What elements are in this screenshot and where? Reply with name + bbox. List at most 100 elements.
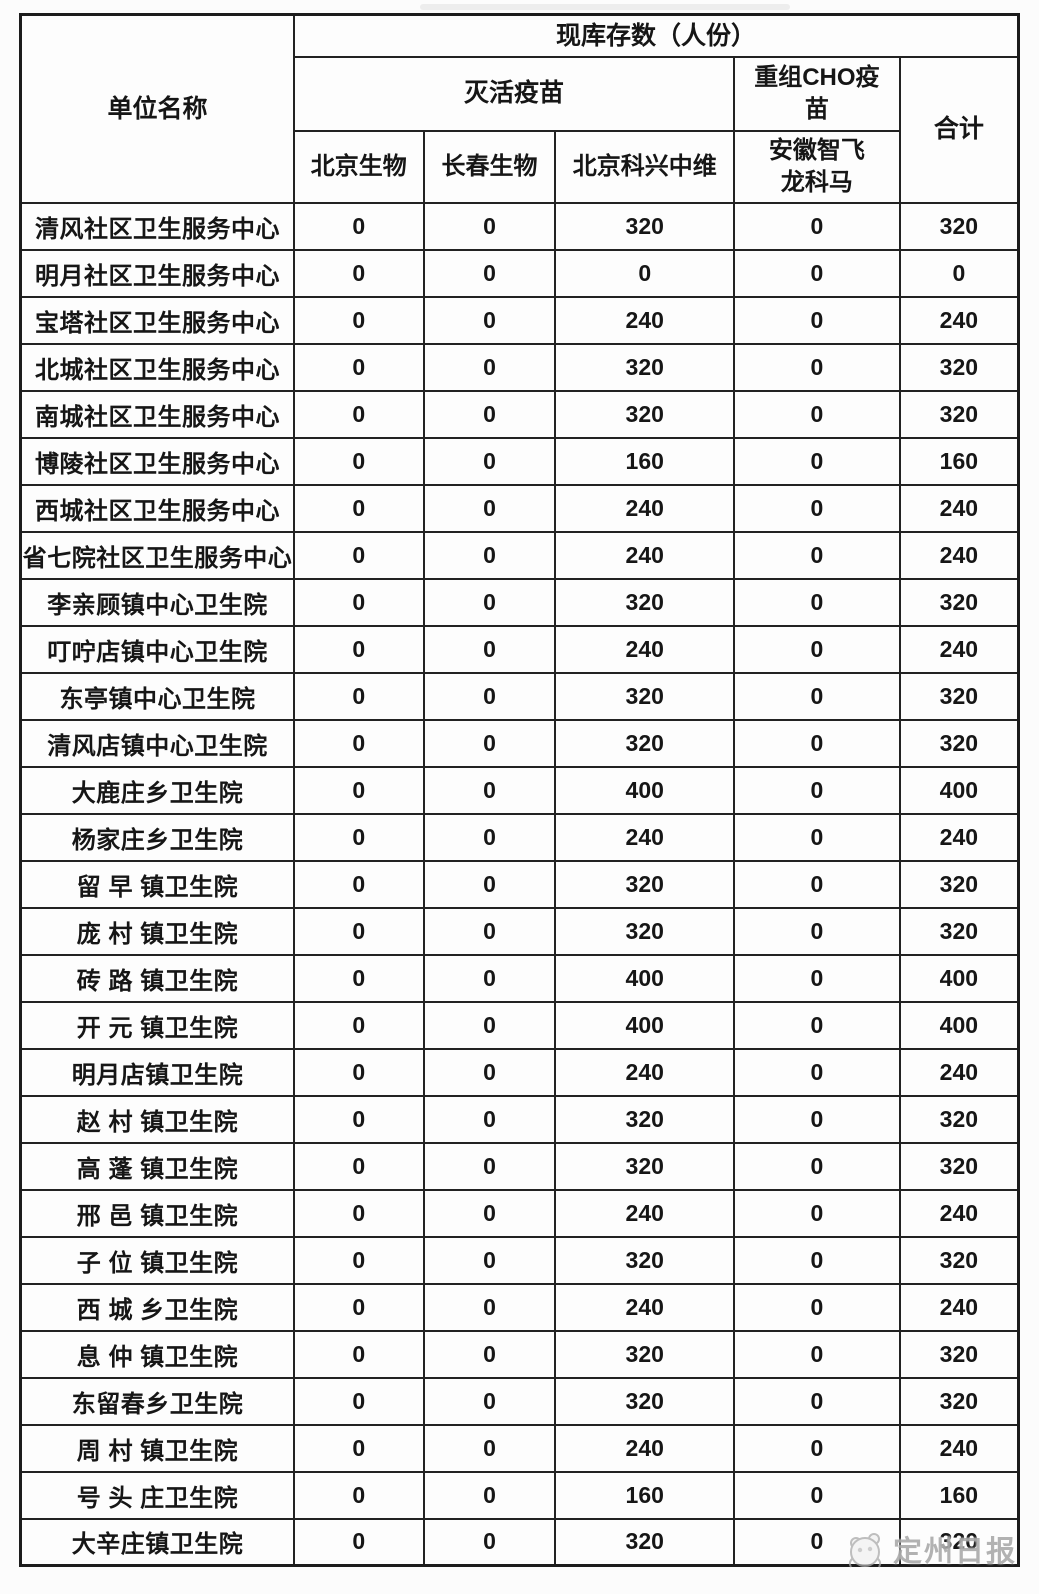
value-cell: 240 <box>554 530 736 580</box>
value-cell: 0 <box>292 342 425 392</box>
table-row: 李亲顾镇中心卫生院 0 0 320 0 320 <box>19 577 1020 627</box>
value-cell: 0 <box>733 1376 901 1426</box>
unit-name-cell: 子 位 镇卫生院 <box>19 1235 295 1285</box>
header-inactivated-vaccine: 灭活疫苗 <box>292 55 736 132</box>
value-cell: 320 <box>554 1517 736 1567</box>
table-row: 清风社区卫生服务中心 0 0 320 0 320 <box>19 201 1020 251</box>
value-cell: 240 <box>554 812 736 862</box>
unit-name-cell: 叮咛店镇中心卫生院 <box>19 624 295 674</box>
unit-name-cell: 东留春乡卫生院 <box>19 1376 295 1426</box>
value-cell: 0 <box>292 765 425 815</box>
table-row: 西城社区卫生服务中心 0 0 240 0 240 <box>19 483 1020 533</box>
value-cell: 0 <box>292 530 425 580</box>
value-cell: 0 <box>422 201 557 251</box>
value-cell: 0 <box>292 577 425 627</box>
value-cell: 320 <box>554 577 736 627</box>
value-cell: 400 <box>554 1000 736 1050</box>
value-cell: 0 <box>292 295 425 345</box>
value-cell: 400 <box>554 765 736 815</box>
value-cell: 240 <box>554 1188 736 1238</box>
value-cell: 0 <box>733 1517 901 1567</box>
value-cell: 240 <box>898 483 1020 533</box>
value-cell: 320 <box>898 718 1020 768</box>
value-cell: 320 <box>554 671 736 721</box>
value-cell: 0 <box>292 953 425 1003</box>
value-cell: 240 <box>898 1047 1020 1097</box>
unit-name-cell: 南城社区卫生服务中心 <box>19 389 295 439</box>
value-cell: 0 <box>422 295 557 345</box>
value-cell: 0 <box>422 906 557 956</box>
value-cell: 0 <box>422 1000 557 1050</box>
value-cell: 0 <box>733 530 901 580</box>
value-cell: 0 <box>422 1047 557 1097</box>
table-row: 清风店镇中心卫生院 0 0 320 0 320 <box>19 718 1020 768</box>
value-cell: 0 <box>733 342 901 392</box>
table-row: 留 早 镇卫生院 0 0 320 0 320 <box>19 859 1020 909</box>
value-cell: 320 <box>554 342 736 392</box>
value-cell: 0 <box>733 624 901 674</box>
value-cell: 160 <box>554 436 736 486</box>
value-cell: 0 <box>422 1094 557 1144</box>
unit-name-cell: 砖 路 镇卫生院 <box>19 953 295 1003</box>
value-cell: 0 <box>733 906 901 956</box>
value-cell: 0 <box>733 1047 901 1097</box>
unit-name-cell: 高 蓬 镇卫生院 <box>19 1141 295 1191</box>
unit-name-cell: 开 元 镇卫生院 <box>19 1000 295 1050</box>
unit-name-cell: 息 仲 镇卫生院 <box>19 1329 295 1379</box>
value-cell: 320 <box>554 1329 736 1379</box>
value-cell: 0 <box>422 483 557 533</box>
header-recombinant-cho-vaccine: 重组CHO疫 苗 <box>733 55 901 132</box>
value-cell: 0 <box>292 906 425 956</box>
value-cell: 240 <box>554 624 736 674</box>
unit-name-cell: 留 早 镇卫生院 <box>19 859 295 909</box>
value-cell: 0 <box>422 530 557 580</box>
header-unit-name: 单位名称 <box>19 13 295 204</box>
value-cell: 0 <box>422 577 557 627</box>
value-cell: 240 <box>554 1423 736 1473</box>
table-row: 开 元 镇卫生院 0 0 400 0 400 <box>19 1000 1020 1050</box>
value-cell: 240 <box>898 1423 1020 1473</box>
value-cell: 160 <box>554 1470 736 1520</box>
value-cell: 0 <box>422 718 557 768</box>
unit-name-cell: 博陵社区卫生服务中心 <box>19 436 295 486</box>
value-cell: 320 <box>898 342 1020 392</box>
value-cell: 320 <box>898 577 1020 627</box>
value-cell: 0 <box>292 1047 425 1097</box>
value-cell: 0 <box>422 1423 557 1473</box>
unit-name-cell: 赵 村 镇卫生院 <box>19 1094 295 1144</box>
table-row: 庞 村 镇卫生院 0 0 320 0 320 <box>19 906 1020 956</box>
table-row: 叮咛店镇中心卫生院 0 0 240 0 240 <box>19 624 1020 674</box>
table-row: 西 城 乡卫生院 0 0 240 0 240 <box>19 1282 1020 1332</box>
value-cell: 240 <box>898 1188 1020 1238</box>
value-cell: 0 <box>292 389 425 439</box>
table-row: 东留春乡卫生院 0 0 320 0 320 <box>19 1376 1020 1426</box>
value-cell: 240 <box>898 530 1020 580</box>
value-cell: 0 <box>733 1423 901 1473</box>
table-row: 邢 邑 镇卫生院 0 0 240 0 240 <box>19 1188 1020 1238</box>
value-cell: 0 <box>422 953 557 1003</box>
value-cell: 320 <box>554 201 736 251</box>
value-cell: 320 <box>554 859 736 909</box>
table-row: 赵 村 镇卫生院 0 0 320 0 320 <box>19 1094 1020 1144</box>
unit-name-cell: 清风店镇中心卫生院 <box>19 718 295 768</box>
unit-name-cell: 西城社区卫生服务中心 <box>19 483 295 533</box>
value-cell: 0 <box>292 248 425 298</box>
unit-name-cell: 省七院社区卫生服务中心 <box>19 530 295 580</box>
unit-name-cell: 邢 邑 镇卫生院 <box>19 1188 295 1238</box>
unit-name-cell: 西 城 乡卫生院 <box>19 1282 295 1332</box>
value-cell: 0 <box>292 1423 425 1473</box>
header-manufacturer-1: 长春生物 <box>422 129 557 204</box>
value-cell: 320 <box>898 1329 1020 1379</box>
value-cell: 320 <box>554 389 736 439</box>
value-cell: 240 <box>898 812 1020 862</box>
value-cell: 0 <box>422 1141 557 1191</box>
value-cell: 0 <box>733 248 901 298</box>
table-row: 东亭镇中心卫生院 0 0 320 0 320 <box>19 671 1020 721</box>
value-cell: 0 <box>422 248 557 298</box>
value-cell: 0 <box>422 1376 557 1426</box>
value-cell: 400 <box>898 765 1020 815</box>
value-cell: 320 <box>898 1141 1020 1191</box>
value-cell: 0 <box>422 1470 557 1520</box>
header-manufacturer-0: 北京生物 <box>292 129 425 204</box>
